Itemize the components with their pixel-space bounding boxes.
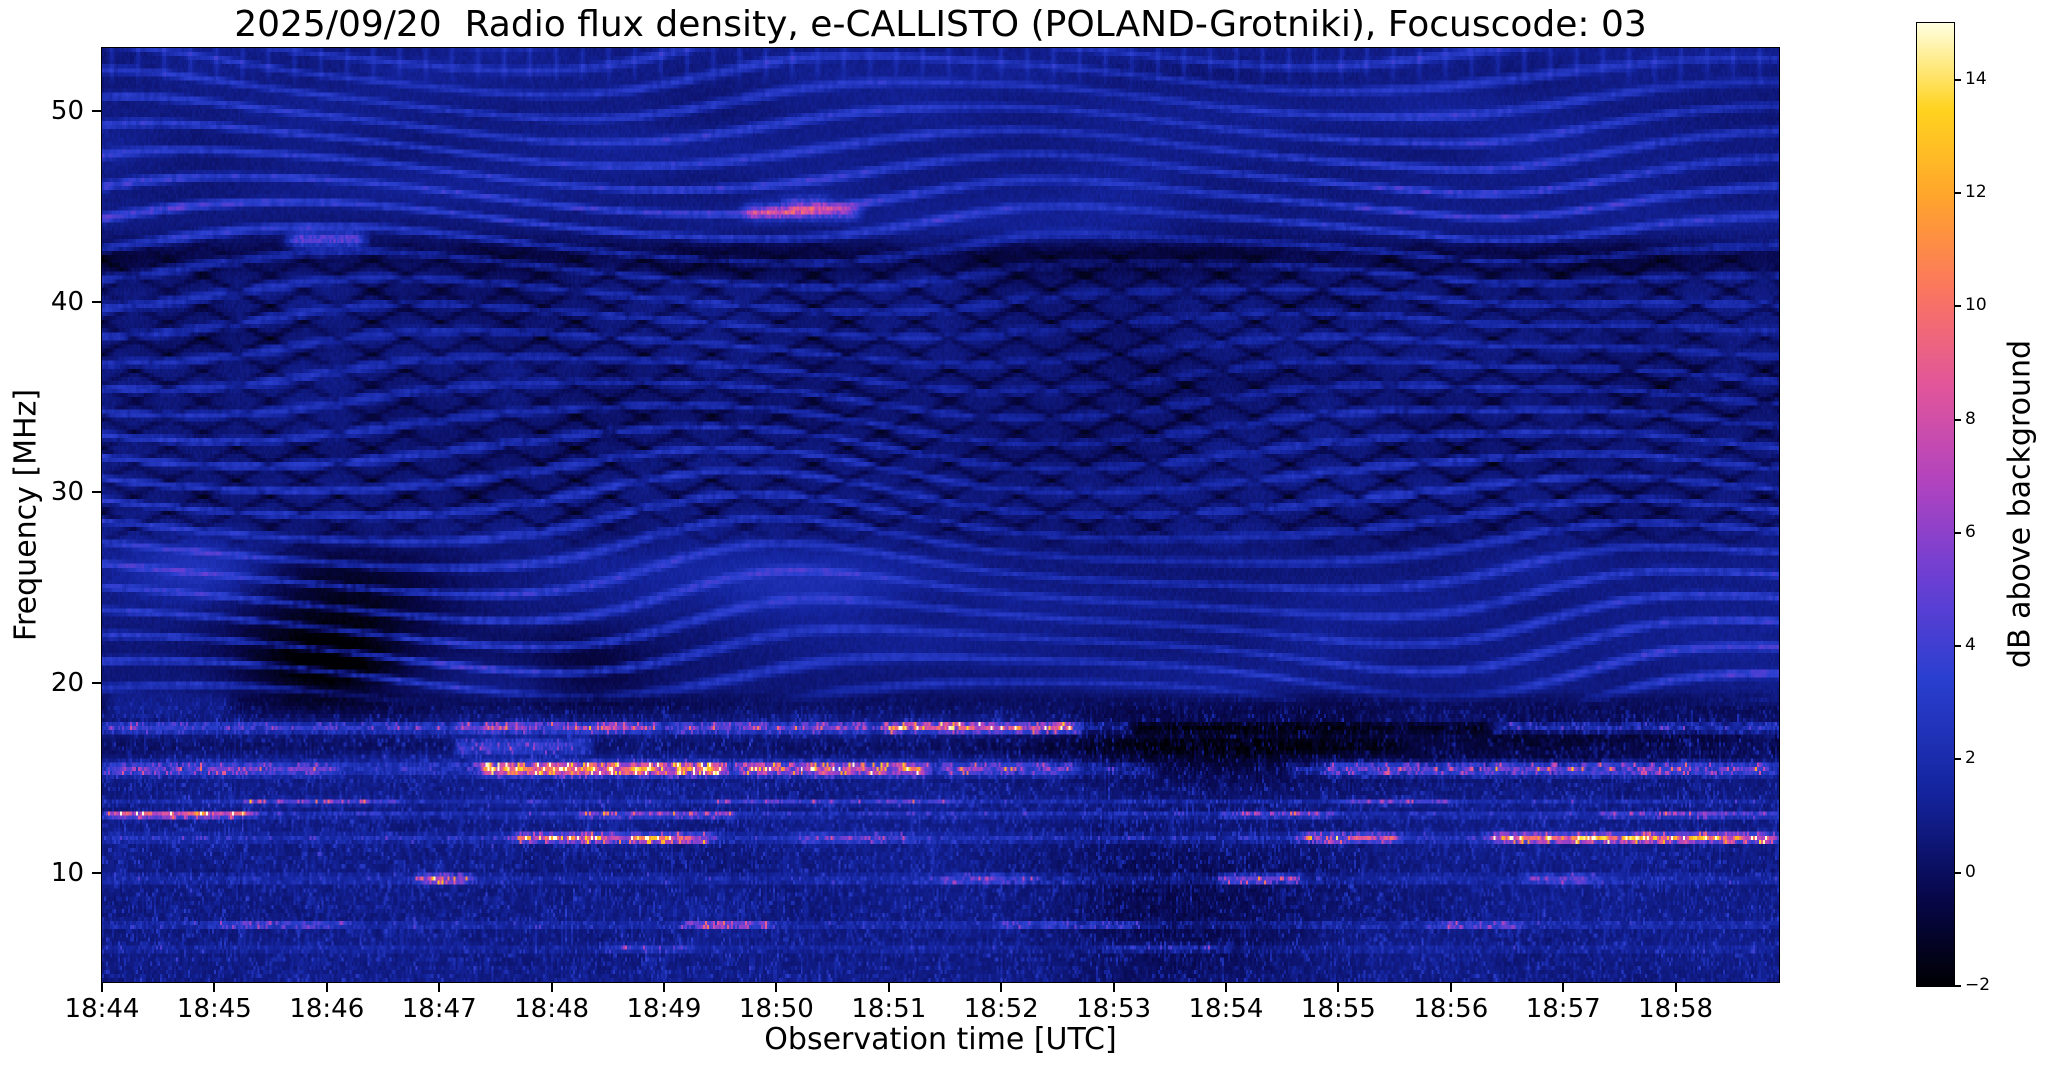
x-tick-mark [1562,982,1565,992]
chart-title: 2025/09/20 Radio flux density, e-CALLIST… [234,4,1647,45]
x-tick-mark [662,982,665,992]
x-tick-mark [550,982,553,992]
x-tick-label: 18:55 [1300,994,1376,1024]
y-tick-label: 20 [50,667,84,698]
colorbar-tick-mark [1954,871,1961,874]
colorbar-tick-mark [1954,418,1961,421]
x-tick-mark [1337,982,1340,992]
colorbar-tick-label: 6 [1965,521,1976,542]
colorbar-tick-mark [1954,78,1961,81]
x-tick-mark [438,982,441,992]
x-tick-mark [101,982,103,992]
colorbar-tick-mark [1954,645,1961,648]
x-tick-mark [325,982,328,992]
y-tick-label: 30 [50,477,84,508]
colorbar-tick-mark [1954,191,1961,194]
colorbar-tick-mark [1954,531,1961,534]
x-axis-label: Observation time [UTC] [764,1022,1117,1057]
x-tick-label: 18:52 [963,994,1039,1024]
colorbar-tick-mark [1954,305,1961,308]
x-tick-mark [213,982,216,992]
x-tick-mark [1674,982,1677,992]
y-tick-mark [92,872,102,875]
x-tick-label: 18:57 [1525,994,1601,1024]
x-tick-mark [775,982,778,992]
x-tick-label: 18:46 [289,994,365,1024]
colorbar-tick-label: 2 [1965,748,1976,769]
colorbar-label: dB above background [2002,339,2038,669]
colorbar-tick-label: 8 [1965,408,1976,429]
x-tick-label: 18:47 [401,994,477,1024]
x-tick-mark [887,982,890,992]
y-axis-label: Frequency [MHz] [8,388,44,642]
y-tick-mark [92,300,102,303]
colorbar-tick-label: 10 [1965,295,1987,316]
y-tick-mark [92,491,102,494]
x-tick-label: 18:51 [851,994,927,1024]
spectrogram-heatmap [101,47,1780,983]
x-tick-label: 18:49 [626,994,702,1024]
y-tick-label: 40 [50,286,84,317]
x-tick-label: 18:58 [1638,994,1714,1024]
y-tick-mark [92,109,102,112]
x-tick-label: 18:53 [1076,994,1152,1024]
colorbar-tick-label: 12 [1965,181,1987,202]
colorbar-tick-label: −2 [1965,975,1991,995]
x-tick-mark [1224,982,1227,992]
x-tick-label: 18:56 [1413,994,1489,1024]
colorbar-tick-mark [1954,758,1961,761]
x-tick-mark [1000,982,1003,992]
x-tick-label: 18:44 [64,994,140,1024]
x-tick-mark [1112,982,1115,992]
x-tick-label: 18:48 [514,994,590,1024]
x-tick-label: 18:50 [738,994,814,1024]
colorbar-tick-label: 14 [1965,68,1987,89]
x-tick-label: 18:45 [176,994,252,1024]
y-tick-label: 10 [50,858,84,889]
colorbar-tick-label: 4 [1965,635,1976,656]
y-tick-label: 50 [50,95,84,126]
x-tick-label: 18:54 [1188,994,1264,1024]
x-tick-mark [1449,982,1452,992]
colorbar-gradient [1916,22,1955,987]
colorbar-tick-mark [1954,985,1961,987]
colorbar-tick-label: 0 [1965,861,1976,882]
y-tick-mark [92,681,102,684]
